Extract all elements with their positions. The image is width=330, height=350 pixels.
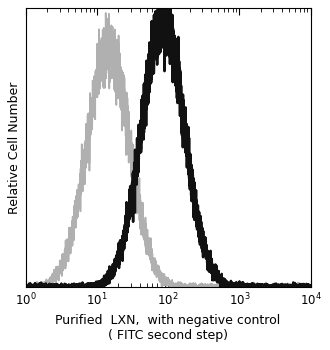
X-axis label: Purified  LXN,  with negative control
( FITC second step): Purified LXN, with negative control ( FI… <box>55 314 281 342</box>
Y-axis label: Relative Cell Number: Relative Cell Number <box>8 82 21 214</box>
